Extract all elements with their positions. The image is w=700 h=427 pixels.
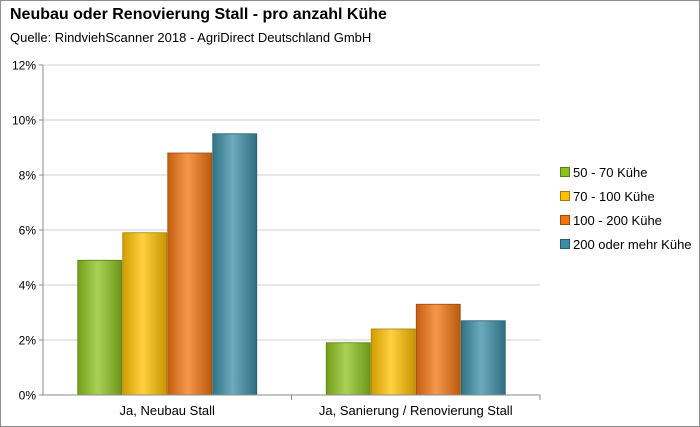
bars <box>78 134 506 395</box>
legend-item: 70 - 100 Kühe <box>560 184 696 208</box>
bar <box>371 329 415 395</box>
y-tick-label: 2% <box>19 334 37 348</box>
legend-swatch <box>560 239 570 249</box>
bar <box>168 153 212 395</box>
bar <box>123 233 167 395</box>
legend-swatch <box>560 215 570 225</box>
bar <box>326 343 370 395</box>
legend-item: 100 - 200 Kühe <box>560 208 696 232</box>
legend-item: 200 oder mehr Kühe <box>560 232 696 256</box>
y-tick-label: 10% <box>12 114 36 128</box>
bar <box>461 321 505 395</box>
legend-swatch <box>560 167 570 177</box>
x-tick-label: Ja, Sanierung / Renovierung Stall <box>319 403 513 418</box>
y-tick-label: 6% <box>19 224 37 238</box>
legend-label: 200 oder mehr Kühe <box>573 237 692 252</box>
legend-label: 100 - 200 Kühe <box>573 213 662 228</box>
y-tick-label: 12% <box>12 59 36 73</box>
bar <box>213 134 257 395</box>
legend: 50 - 70 Kühe 70 - 100 Kühe 100 - 200 Kühe 2… <box>560 160 696 256</box>
bar <box>78 260 122 395</box>
legend-item: 50 - 70 Kühe <box>560 160 696 184</box>
x-tick-label: Ja, Neubau Stall <box>120 403 216 418</box>
y-tick-label: 4% <box>19 279 37 293</box>
legend-swatch <box>560 191 570 201</box>
bar <box>416 304 460 395</box>
legend-label: 50 - 70 Kühe <box>573 165 647 180</box>
y-tick-label: 8% <box>19 169 37 183</box>
legend-label: 70 - 100 Kühe <box>573 189 655 204</box>
y-tick-label: 0% <box>19 389 37 403</box>
